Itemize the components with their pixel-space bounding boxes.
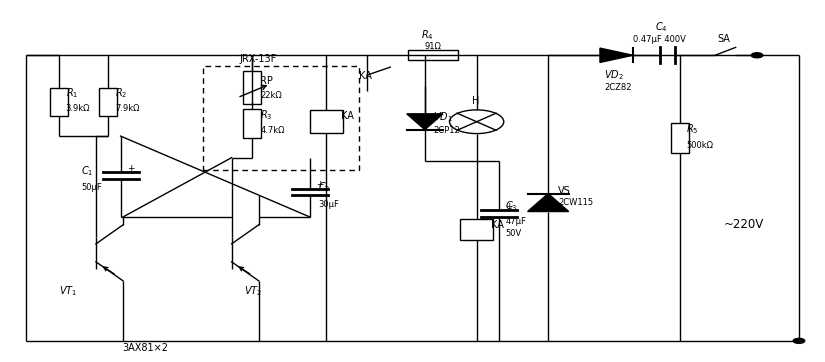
Text: +: +: [506, 202, 513, 211]
Text: $C_3$: $C_3$: [506, 199, 518, 213]
Polygon shape: [407, 114, 443, 130]
Text: 2CZ82: 2CZ82: [604, 84, 632, 92]
Bar: [460, 219, 493, 240]
Text: SA: SA: [718, 34, 730, 44]
Text: $C_1$: $C_1$: [81, 164, 93, 178]
Text: 50V: 50V: [506, 228, 521, 237]
Text: +: +: [127, 164, 134, 173]
Text: $C_2$: $C_2$: [318, 180, 330, 194]
Text: $VT_2$: $VT_2$: [244, 284, 262, 298]
Text: $R_2$: $R_2$: [115, 87, 127, 100]
Polygon shape: [600, 48, 633, 63]
Text: $C_4$: $C_4$: [655, 20, 667, 34]
Text: 47μF: 47μF: [506, 217, 526, 226]
Bar: [203, 66, 359, 170]
Text: 50μF: 50μF: [81, 183, 102, 192]
Bar: [408, 50, 458, 60]
Text: VS: VS: [558, 186, 571, 195]
Text: 30μF: 30μF: [318, 200, 339, 209]
Text: $VD_2$: $VD_2$: [604, 69, 624, 83]
Bar: [99, 88, 117, 116]
Bar: [671, 123, 689, 153]
Circle shape: [793, 338, 804, 344]
Text: $R_4$: $R_4$: [421, 28, 433, 42]
Text: 3.9kΩ: 3.9kΩ: [65, 104, 90, 113]
Text: 2CP12: 2CP12: [433, 126, 460, 135]
Text: 0.47μF 400V: 0.47μF 400V: [633, 35, 686, 44]
Text: 22kΩ: 22kΩ: [261, 90, 282, 100]
Text: 2CW115: 2CW115: [558, 198, 593, 207]
Text: KA: KA: [492, 220, 504, 230]
Text: 91Ω: 91Ω: [425, 42, 441, 51]
Bar: [309, 110, 342, 134]
Text: H: H: [472, 97, 479, 106]
Text: KA: KA: [341, 111, 354, 121]
Text: $R_5$: $R_5$: [686, 122, 699, 136]
Text: 4.7kΩ: 4.7kΩ: [261, 126, 285, 135]
Text: 3AX81×2: 3AX81×2: [122, 342, 168, 353]
Text: $R_3$: $R_3$: [261, 108, 273, 122]
Text: RP: RP: [261, 76, 273, 86]
Polygon shape: [528, 194, 568, 211]
Text: 7.9kΩ: 7.9kΩ: [115, 104, 139, 113]
Text: KA: KA: [359, 71, 372, 81]
Text: JRX-13F: JRX-13F: [240, 54, 277, 64]
Text: +: +: [316, 181, 323, 189]
Text: $R_1$: $R_1$: [65, 87, 78, 100]
Text: $VD_1$: $VD_1$: [433, 110, 453, 124]
Text: 500kΩ: 500kΩ: [686, 141, 714, 150]
Bar: [243, 71, 262, 104]
Bar: [50, 88, 68, 116]
Bar: [243, 109, 262, 138]
Text: ~220V: ~220V: [724, 218, 764, 231]
Circle shape: [752, 53, 763, 58]
Text: $VT_1$: $VT_1$: [59, 284, 78, 298]
